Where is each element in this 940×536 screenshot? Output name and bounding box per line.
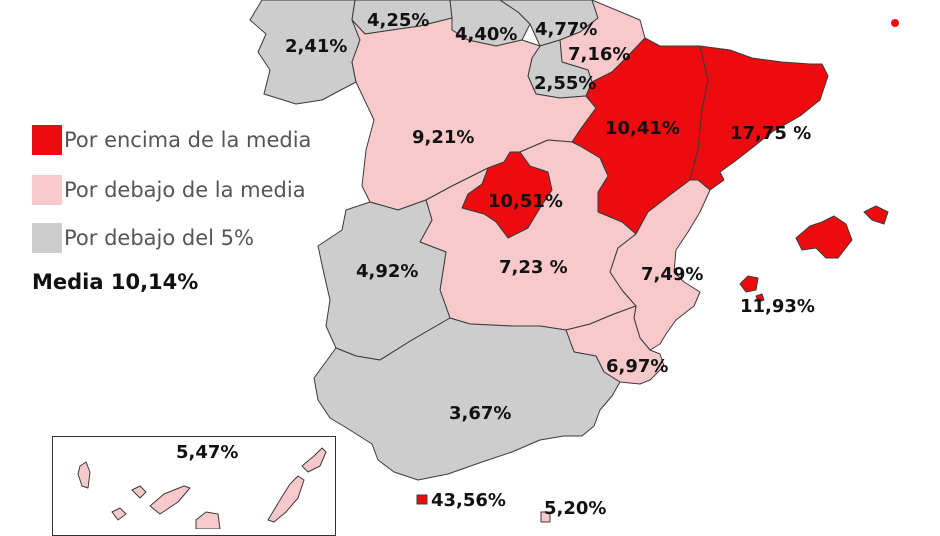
region-valencia [609, 179, 711, 351]
label-murcia: 6,97% [606, 356, 668, 377]
region-andalucia [313, 317, 621, 481]
legend-swatch-below [32, 175, 62, 205]
legend-swatch-low [32, 223, 62, 253]
label-canarias: 5,47% [176, 442, 238, 463]
label-cataluna: 17,75 % [730, 123, 811, 144]
label-extremadura: 4,92% [356, 261, 418, 282]
region-baleares-mallorca [795, 215, 853, 259]
label-melilla: 5,20% [544, 498, 606, 519]
island-gran-canaria [195, 511, 221, 529]
legend-swatch-above [32, 125, 62, 155]
region-baleares-ibiza [739, 275, 759, 293]
legend-label-below: Por debajo de la media [64, 178, 306, 202]
region-baleares-formentera [755, 293, 765, 303]
canarias-inset-frame [52, 436, 336, 536]
island-fuerteventura [267, 475, 305, 523]
legend-item-above: Por encima de la media [32, 125, 311, 155]
label-castilla-leon: 9,21% [412, 127, 474, 148]
label-andalucia: 3,67% [449, 403, 511, 424]
label-pais-vasco: 4,77% [535, 19, 597, 40]
island-lanzarote [301, 447, 327, 473]
label-castilla-la-mancha: 7,23 % [499, 257, 568, 278]
label-galicia: 2,41% [285, 36, 347, 57]
region-baleares-menorca [863, 205, 889, 225]
region-cataluna [689, 45, 829, 191]
label-ceuta: 43,56% [431, 490, 506, 511]
marker-dot [891, 19, 899, 27]
legend-label-low: Por debajo del 5% [64, 226, 254, 250]
legend-item-below: Por debajo de la media [32, 175, 306, 205]
label-asturias: 4,25% [367, 10, 429, 31]
island-tenerife [149, 485, 191, 515]
label-la-rioja: 2,55% [534, 73, 596, 94]
island-el-hierro [111, 507, 127, 521]
label-navarra: 7,16% [568, 44, 630, 65]
label-valencia: 7,49% [641, 264, 703, 285]
region-melilla [540, 511, 551, 523]
label-aragon: 10,41% [605, 118, 680, 139]
island-la-gomera [131, 485, 147, 499]
region-ceuta [416, 494, 428, 505]
label-madrid: 10,51% [488, 191, 563, 212]
island-la-palma [77, 461, 91, 489]
label-baleares: 11,93% [740, 296, 815, 317]
legend-label-above: Por encima de la media [64, 128, 312, 152]
legend-item-low: Por debajo del 5% [32, 223, 254, 253]
legend-media: Media 10,14% [32, 270, 199, 294]
label-cantabria: 4,40% [455, 24, 517, 45]
